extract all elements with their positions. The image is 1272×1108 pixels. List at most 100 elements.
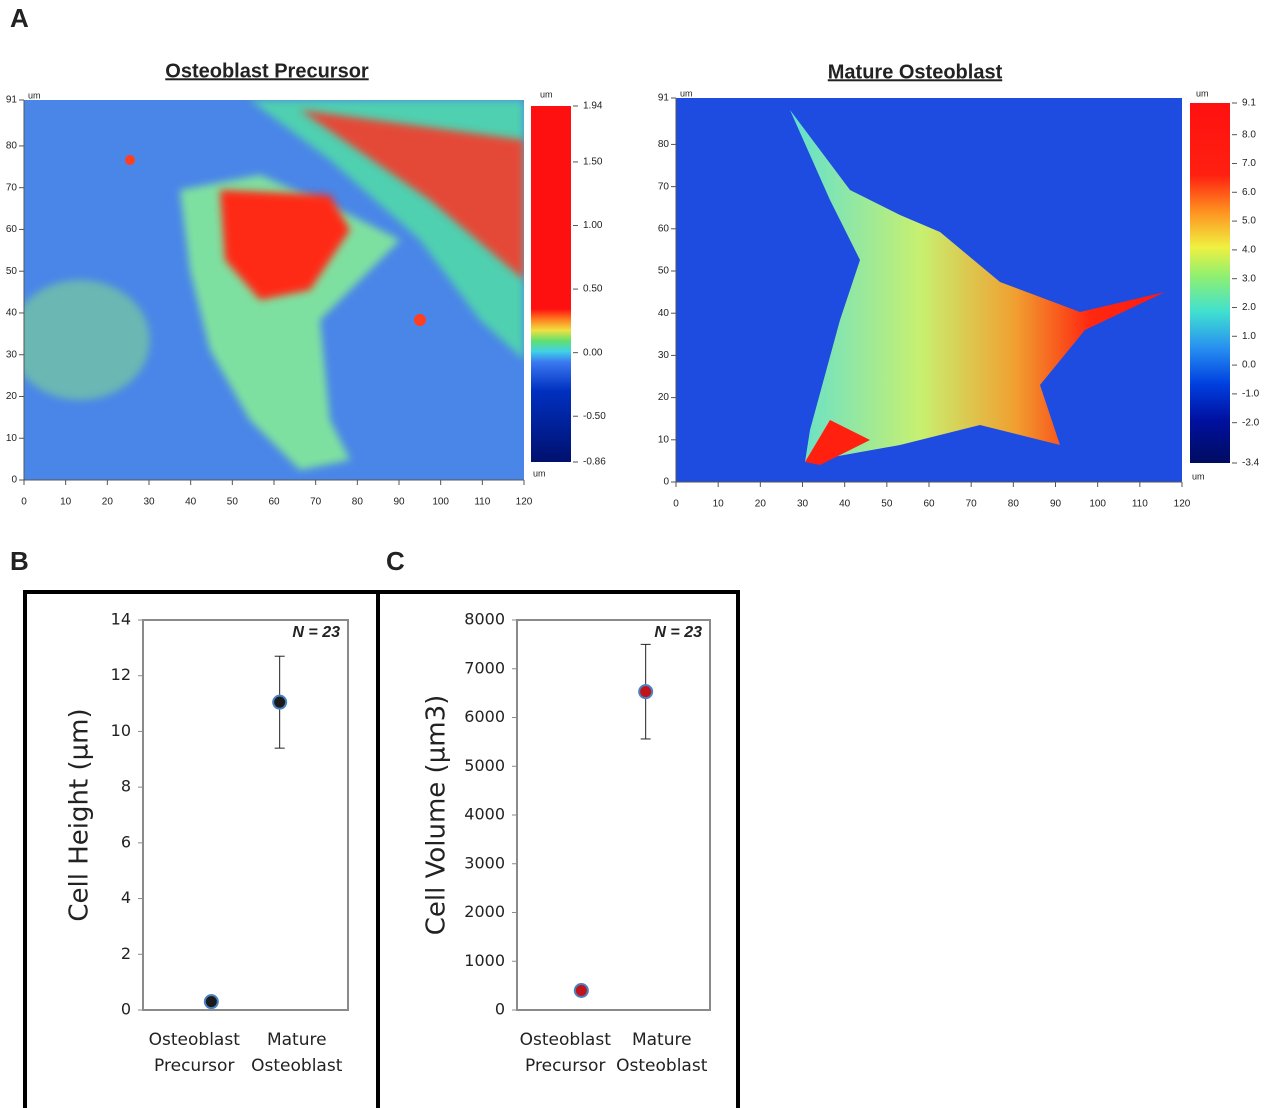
colorbar-tick-label: -2.0 <box>1242 417 1260 428</box>
y-tick-label: 5000 <box>464 756 505 775</box>
y-tick-label: 2 <box>121 944 131 963</box>
y-tick-label: 0 <box>495 1000 505 1019</box>
x-tick-label: 120 <box>516 497 533 508</box>
y-tick-label: 3000 <box>464 853 505 872</box>
y-tick-label: 6 <box>121 832 131 851</box>
x-tick-label: 0 <box>673 499 679 510</box>
y-tick-label: 80 <box>6 141 18 152</box>
x-tick-label: 100 <box>432 497 449 508</box>
x-tick-label: Osteoblast Precursor <box>519 1030 611 1076</box>
afm-image <box>24 100 524 480</box>
y-tick-label: 91 <box>658 93 670 104</box>
colorbar-tick-label: 1.00 <box>583 220 603 231</box>
y-tick-label: 60 <box>6 224 18 235</box>
data-point <box>573 983 589 998</box>
x-tick-label: 70 <box>310 497 322 508</box>
chart-title: Mature Osteoblast <box>828 61 1003 83</box>
x-tick-label: 10 <box>713 499 725 510</box>
data-point <box>203 994 219 1010</box>
x-tick-label: 100 <box>1089 499 1106 510</box>
x-tick-label: 80 <box>352 497 364 508</box>
colorbar-tick-label: 0.00 <box>583 347 603 358</box>
y-tick-label: 12 <box>111 665 131 684</box>
y-tick-label: 7000 <box>464 658 505 677</box>
colorbar-tick-label: 1.0 <box>1242 331 1256 342</box>
colorbar-tick-label: 0.0 <box>1242 360 1256 371</box>
y-tick-label: 50 <box>658 266 670 277</box>
y-tick-label: 70 <box>658 181 670 192</box>
axis-unit: um <box>28 90 41 100</box>
annotation: N = 23 <box>654 624 702 641</box>
colorbar-tick-label: 9.1 <box>1242 98 1256 109</box>
y-tick-label: 60 <box>658 223 670 234</box>
x-tick-label: 60 <box>268 497 280 508</box>
y-tick-label: 30 <box>658 350 670 361</box>
y-axis-label: Cell Height (µm) <box>65 708 95 921</box>
colorbar-tick-label: 1.94 <box>583 101 603 112</box>
colorbar-tick-label: 5.0 <box>1242 216 1256 227</box>
x-tick-label: 120 <box>1174 499 1191 510</box>
colorbar-unit: um <box>533 468 546 478</box>
x-tick-label: 90 <box>1050 499 1062 510</box>
y-tick-label: 30 <box>6 349 18 360</box>
y-tick-label: 10 <box>6 433 18 444</box>
x-tick-label: 90 <box>393 497 405 508</box>
colorbar <box>531 106 571 462</box>
y-axis-label: Cell Volume (µm3) <box>422 695 452 936</box>
plot-frame <box>142 619 349 1011</box>
axis-unit: um <box>680 88 693 98</box>
x-tick-label: 30 <box>143 497 155 508</box>
y-tick-label: 70 <box>6 182 18 193</box>
y-tick-label: 10 <box>658 434 670 445</box>
y-tick-label: 91 <box>6 95 18 106</box>
colorbar-tick-label: -0.50 <box>583 411 606 422</box>
x-tick-label: 10 <box>60 497 72 508</box>
panel-label: A <box>10 3 29 33</box>
y-tick-label: 14 <box>111 610 131 629</box>
x-tick-label: 80 <box>1008 499 1020 510</box>
y-tick-label: 0 <box>663 477 669 488</box>
y-tick-label: 6000 <box>464 707 505 726</box>
colorbar-tick-label: 2.0 <box>1242 302 1256 313</box>
colorbar-tick-label: 4.0 <box>1242 245 1256 256</box>
annotation: N = 23 <box>292 624 340 641</box>
x-tick-label: 70 <box>966 499 978 510</box>
x-tick-label: 60 <box>923 499 935 510</box>
panel-frame <box>376 590 740 1108</box>
x-tick-label: 40 <box>839 499 851 510</box>
y-tick-label: 4 <box>121 888 131 907</box>
y-tick-label: 40 <box>6 308 18 319</box>
y-tick-label: 8 <box>121 777 131 796</box>
x-tick-label: 40 <box>185 497 197 508</box>
y-tick-label: 0 <box>121 1000 131 1019</box>
y-tick-label: 8000 <box>464 610 505 629</box>
colorbar-tick-label: -0.86 <box>583 457 606 468</box>
x-tick-label: 20 <box>755 499 767 510</box>
data-point <box>638 684 654 700</box>
colorbar-unit: um <box>1196 88 1209 98</box>
x-tick-label: 30 <box>797 499 809 510</box>
y-tick-label: 0 <box>11 475 17 486</box>
colorbar-tick-label: 8.0 <box>1242 129 1256 140</box>
colorbar-tick-label: 1.50 <box>583 157 603 168</box>
panel-label: B <box>10 546 29 576</box>
panel-label: C <box>386 546 405 576</box>
colorbar-unit: um <box>1192 471 1205 481</box>
x-tick-label: Osteoblast Precursor <box>148 1030 240 1076</box>
y-tick-label: 20 <box>6 391 18 402</box>
colorbar-tick-label: 0.50 <box>583 284 603 295</box>
colorbar-tick-label: -3.4 <box>1242 458 1260 469</box>
y-tick-label: 2000 <box>464 902 505 921</box>
colorbar-unit: um <box>540 89 553 99</box>
x-tick-label: 50 <box>227 497 239 508</box>
y-tick-label: 1000 <box>464 951 505 970</box>
y-tick-label: 80 <box>658 139 670 150</box>
x-tick-label: Mature Osteoblast <box>251 1030 343 1076</box>
colorbar-tick-label: -1.0 <box>1242 389 1260 400</box>
afm-image <box>676 98 1182 482</box>
y-tick-label: 20 <box>658 392 670 403</box>
y-tick-label: 50 <box>6 266 18 277</box>
x-tick-label: 50 <box>881 499 893 510</box>
y-tick-label: 10 <box>111 721 131 740</box>
